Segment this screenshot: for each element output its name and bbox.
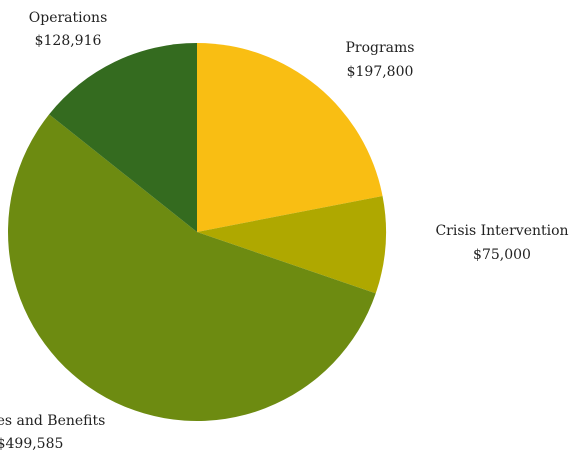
- slice-operations: [49, 43, 197, 232]
- slice-value-crisis-intervention: $75,000: [473, 247, 531, 263]
- slice-salaries-and-benefits: [8, 114, 376, 421]
- slice-value-operations: $128,916: [35, 33, 102, 49]
- slice-label-operations: Operations: [29, 10, 108, 26]
- pie-labels: Programs $197,800 Crisis Intervention $75,0…: [0, 10, 569, 452]
- slice-label-crisis-intervention: Crisis Intervention: [435, 223, 568, 239]
- slice-programs: [197, 43, 383, 232]
- slice-value-salaries-and-benefits: $499,585: [0, 436, 63, 452]
- slice-value-programs: $197,800: [347, 64, 414, 80]
- slice-crisis-intervention: [197, 195, 386, 294]
- slice-label-programs: Programs: [345, 40, 414, 56]
- pie-slices: [8, 43, 386, 421]
- slice-label-salaries-and-benefits: Salaries and Benefits: [0, 413, 105, 429]
